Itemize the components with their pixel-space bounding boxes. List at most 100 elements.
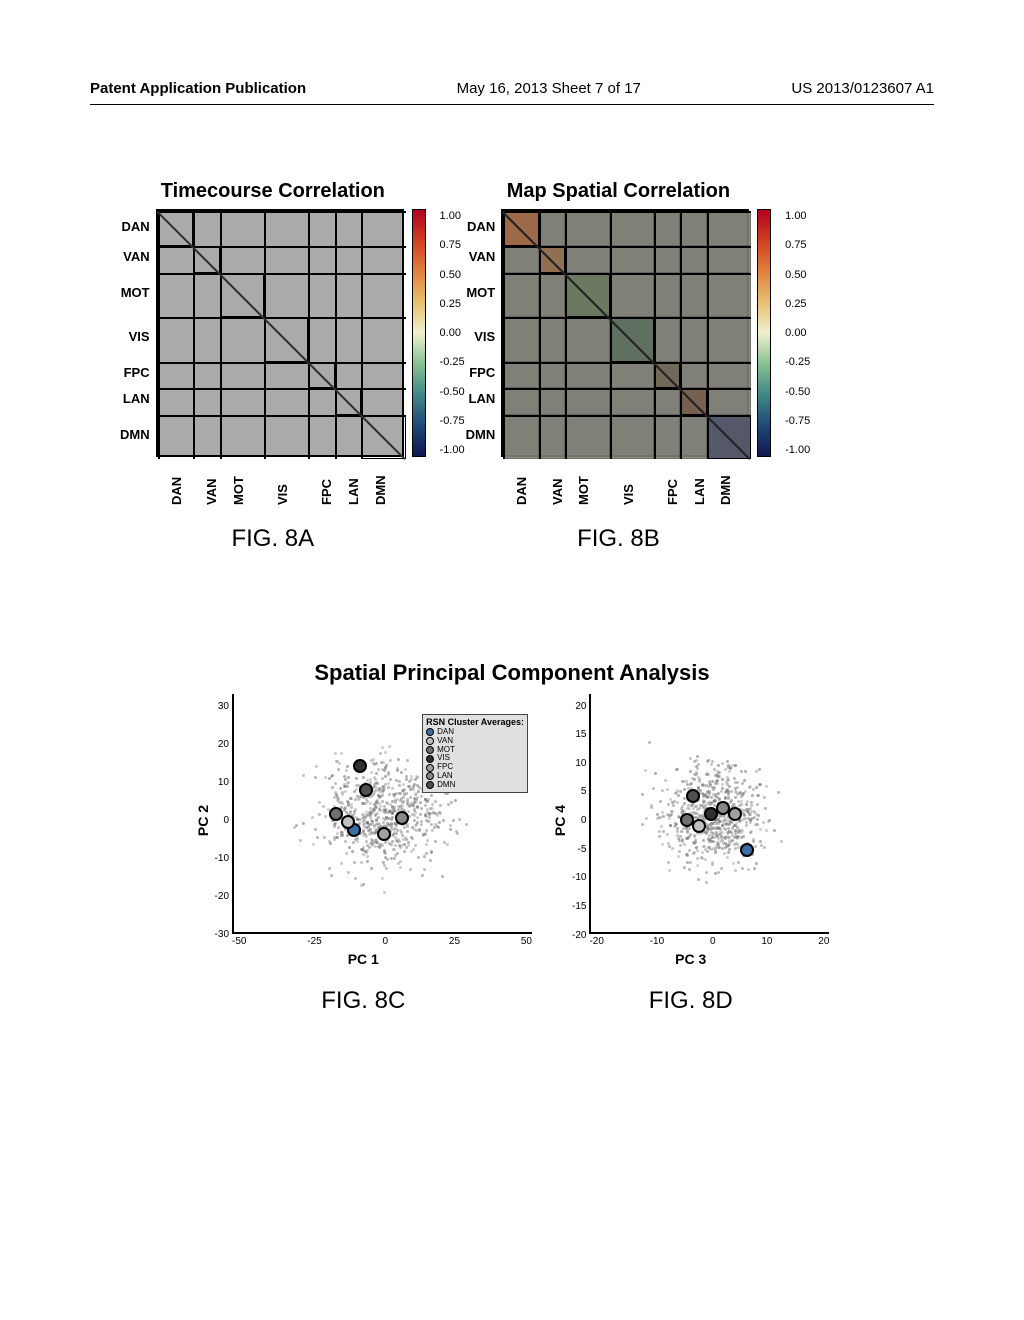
colorbar-tick: 0.50 <box>785 269 810 281</box>
scatter-point <box>727 851 730 854</box>
scatter-point <box>328 777 331 780</box>
legend-swatch <box>426 755 434 763</box>
scatter-d-xticks: -20-1001020 <box>589 936 829 947</box>
scatter-point <box>346 765 349 768</box>
scatter-point <box>406 798 409 801</box>
scatter-point <box>734 847 737 850</box>
scatter-d-panel: PC 4 20151050-5-10-15-20 -20-1001020 PC … <box>552 694 829 1015</box>
scatter-point <box>759 840 762 843</box>
scatter-point <box>690 782 693 785</box>
scatter-point <box>706 796 709 799</box>
scatter-point <box>366 855 369 858</box>
scatter-point <box>353 861 356 864</box>
scatter-point <box>340 862 343 865</box>
scatter-point <box>711 836 714 839</box>
scatter-point <box>746 800 749 803</box>
scatter-point <box>727 796 730 799</box>
scatter-point <box>683 802 686 805</box>
scatter-point <box>429 859 432 862</box>
scatter-point <box>676 830 679 833</box>
scatter-point <box>698 807 701 810</box>
scatter-point <box>426 839 429 842</box>
scatter-point <box>391 787 394 790</box>
scatter-point <box>311 816 314 819</box>
cluster-centroid <box>353 759 367 773</box>
scatter-point <box>387 786 390 789</box>
scatter-point <box>405 792 408 795</box>
scatter-point <box>720 790 723 793</box>
scatter-point <box>430 794 433 797</box>
scatter-point <box>754 845 757 848</box>
header-rule <box>90 104 934 105</box>
axis-tick: 25 <box>449 936 460 947</box>
scatter-point <box>383 849 386 852</box>
scatter-point <box>365 811 368 814</box>
cluster-centroid <box>329 807 343 821</box>
scatter-point <box>331 786 334 789</box>
scatter-point <box>713 786 716 789</box>
heatmap-b-xlabels: DANVANMOTVISFPCLANDMN <box>514 463 762 505</box>
scatter-point <box>721 762 724 765</box>
axis-tick: -20 <box>215 891 229 902</box>
colorbar-tick: 0.75 <box>440 239 465 251</box>
scatter-point <box>385 867 388 870</box>
scatter-point <box>747 868 750 871</box>
scatter-point <box>403 826 406 829</box>
scatter-point <box>678 850 681 853</box>
bottom-figure-block: Spatial Principal Component Analysis PC … <box>160 660 864 1015</box>
scatter-point <box>352 841 355 844</box>
scatter-point <box>328 867 331 870</box>
network-ylabel: VAN <box>120 244 152 271</box>
legend-swatch <box>426 737 434 745</box>
scatter-point <box>358 818 361 821</box>
scatter-point <box>452 819 455 822</box>
heatmap-a-panel: Timecourse Correlation DANVANMOTVISFPCLA… <box>120 180 426 553</box>
scatter-point <box>394 844 397 847</box>
scatter-point <box>685 853 688 856</box>
scatter-point <box>713 768 716 771</box>
scatter-point <box>333 823 336 826</box>
scatter-point <box>666 788 669 791</box>
scatter-point <box>708 847 711 850</box>
scatter-point <box>679 835 682 838</box>
scatter-point <box>336 836 339 839</box>
scatter-point <box>415 823 418 826</box>
scatter-point <box>696 849 699 852</box>
axis-tick: 10 <box>215 777 229 788</box>
scatter-point <box>696 755 699 758</box>
scatter-point <box>384 775 387 778</box>
scatter-point <box>693 760 696 763</box>
scatter-point <box>650 806 653 809</box>
scatter-point <box>355 777 358 780</box>
network-xlabel: DMN <box>373 463 417 505</box>
scatter-point <box>377 768 380 771</box>
scatter-point <box>414 844 417 847</box>
scatter-point <box>728 770 731 773</box>
scatter-point <box>688 849 691 852</box>
scatter-point <box>763 846 766 849</box>
scatter-point <box>737 800 740 803</box>
axis-tick: -30 <box>215 929 229 940</box>
scatter-point <box>341 791 344 794</box>
scatter-point <box>733 777 736 780</box>
scatter-point <box>454 799 457 802</box>
legend-label: DMN <box>437 781 455 790</box>
scatter-point <box>391 800 394 803</box>
scatter-point <box>355 788 358 791</box>
scatter-point <box>293 826 296 829</box>
scatter-point <box>723 852 726 855</box>
scatter-point <box>662 815 665 818</box>
scatter-point <box>726 760 729 763</box>
scatter-point <box>419 801 422 804</box>
scatter-point <box>416 806 419 809</box>
scatter-point <box>702 839 705 842</box>
heatmap-b-panel: Map Spatial Correlation DANVANMOTVISFPCL… <box>466 180 772 553</box>
scatter-point <box>758 768 761 771</box>
scatter-point <box>346 785 349 788</box>
scatter-c-xticks: -50-2502550 <box>232 936 532 947</box>
network-xlabel: DAN <box>169 463 204 505</box>
scatter-point <box>383 769 386 772</box>
scatter-point <box>442 819 445 822</box>
scatter-point <box>693 778 696 781</box>
scatter-point <box>741 782 744 785</box>
